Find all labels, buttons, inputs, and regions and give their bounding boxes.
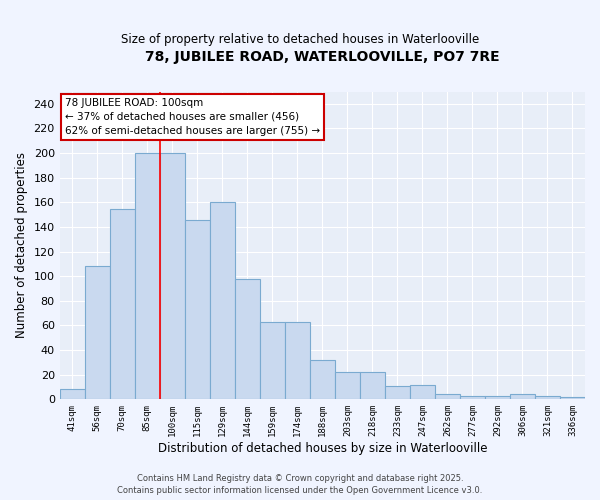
Bar: [59, 390, 85, 400]
Text: Size of property relative to detached houses in Waterlooville: Size of property relative to detached ho…: [121, 32, 479, 46]
Bar: [85, 266, 110, 400]
Bar: [185, 220, 210, 400]
Bar: [510, 394, 535, 400]
Bar: [260, 322, 285, 400]
Text: 78 JUBILEE ROAD: 100sqm
← 37% of detached houses are smaller (456)
62% of semi-d: 78 JUBILEE ROAD: 100sqm ← 37% of detache…: [65, 98, 320, 136]
Y-axis label: Number of detached properties: Number of detached properties: [15, 152, 28, 338]
X-axis label: Distribution of detached houses by size in Waterlooville: Distribution of detached houses by size …: [158, 442, 487, 455]
Bar: [460, 396, 485, 400]
Bar: [335, 372, 360, 400]
Bar: [410, 384, 435, 400]
Bar: [435, 394, 460, 400]
Bar: [535, 396, 560, 400]
Title: 78, JUBILEE ROAD, WATERLOOVILLE, PO7 7RE: 78, JUBILEE ROAD, WATERLOOVILLE, PO7 7RE: [145, 50, 500, 64]
Bar: [135, 153, 160, 400]
Bar: [360, 372, 385, 400]
Text: Contains HM Land Registry data © Crown copyright and database right 2025.
Contai: Contains HM Land Registry data © Crown c…: [118, 474, 482, 495]
Bar: [310, 360, 335, 400]
Bar: [560, 397, 585, 400]
Bar: [210, 202, 235, 400]
Bar: [235, 278, 260, 400]
Bar: [160, 153, 185, 400]
Bar: [485, 396, 510, 400]
Bar: [285, 322, 310, 400]
Bar: [110, 208, 135, 400]
Bar: [385, 386, 410, 400]
